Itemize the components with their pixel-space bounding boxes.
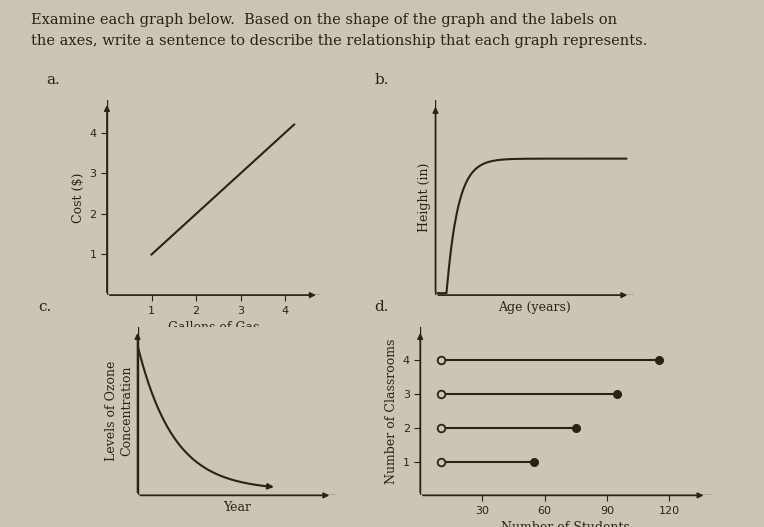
X-axis label: Year: Year — [223, 501, 251, 514]
Text: a.: a. — [46, 73, 60, 87]
X-axis label: Gallons of Gas: Gallons of Gas — [168, 321, 260, 334]
Text: the axes, write a sentence to describe the relationship that each graph represen: the axes, write a sentence to describe t… — [31, 34, 647, 48]
Text: c.: c. — [38, 300, 51, 314]
Text: d.: d. — [374, 300, 389, 314]
Text: Examine each graph below.  Based on the shape of the graph and the labels on: Examine each graph below. Based on the s… — [31, 13, 617, 27]
Y-axis label: Height (in): Height (in) — [419, 163, 432, 232]
Text: b.: b. — [374, 73, 389, 87]
Y-axis label: Number of Classrooms: Number of Classrooms — [386, 338, 399, 484]
X-axis label: Age (years): Age (years) — [498, 301, 571, 314]
X-axis label: Number of Students: Number of Students — [501, 521, 630, 527]
Y-axis label: Levels of Ozone
Concentration: Levels of Ozone Concentration — [105, 361, 134, 461]
Y-axis label: Cost ($): Cost ($) — [73, 172, 86, 223]
